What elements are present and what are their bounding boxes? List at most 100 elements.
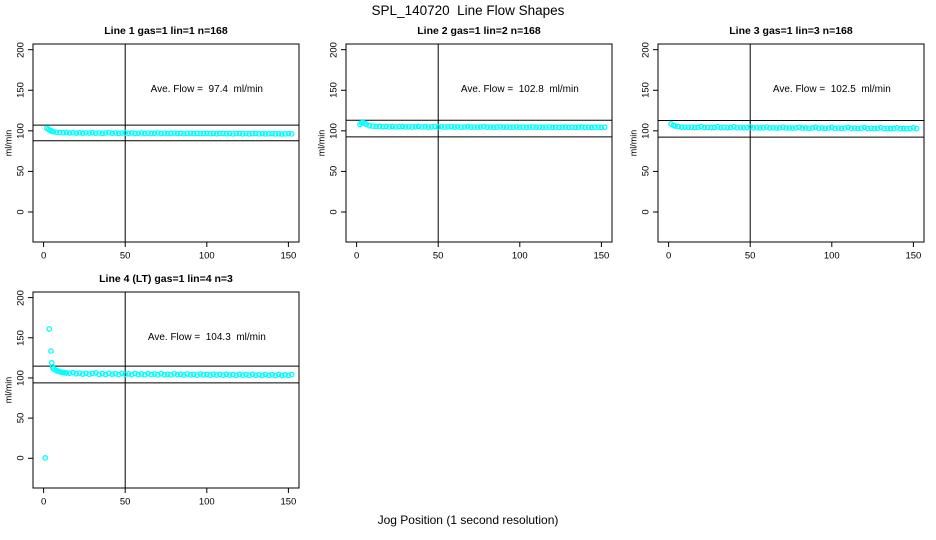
- data-point: [370, 123, 376, 129]
- data-point: [497, 124, 504, 130]
- y-ticks: [341, 49, 346, 213]
- data-point: [112, 370, 119, 377]
- data-point: [282, 372, 288, 378]
- y-axis-unit-label: ml/min: [628, 129, 639, 157]
- data-point: [220, 130, 226, 137]
- data-point: [210, 130, 217, 137]
- data-point: [851, 125, 858, 132]
- data-point: [419, 124, 425, 130]
- data-point: [151, 371, 158, 377]
- data-point: [174, 371, 181, 378]
- x-tick-label: 0: [665, 250, 672, 262]
- data-point: [678, 124, 685, 130]
- data-point: [275, 371, 282, 378]
- data-point: [913, 125, 920, 132]
- data-point: [233, 130, 240, 137]
- main-title: SPL_140720 Line Flow Shapes: [371, 3, 565, 18]
- data-point: [203, 130, 210, 137]
- data-point: [145, 130, 151, 136]
- data-point: [63, 370, 70, 376]
- data-point: [220, 372, 226, 379]
- data-point: [507, 124, 513, 131]
- data-point: [588, 124, 595, 131]
- data-point: [171, 130, 178, 136]
- y-axis-unit-label: ml/min: [316, 129, 327, 157]
- data-point: [708, 124, 714, 131]
- data-point: [109, 130, 115, 137]
- data-point: [396, 123, 402, 130]
- x-tick-label: 150: [280, 496, 297, 508]
- data-point: [233, 372, 240, 379]
- data-point: [753, 124, 760, 131]
- subplot-title: Line 3 gas=1 lin=3 n=168: [729, 24, 853, 37]
- data-point: [884, 125, 891, 132]
- subplot-4-plot-area: [28, 291, 300, 493]
- data-point: [835, 125, 842, 131]
- y-axis-unit-label: ml/min: [3, 376, 14, 404]
- x-tick-label: 100: [198, 496, 215, 508]
- data-point: [740, 125, 747, 131]
- data-points: [42, 326, 295, 461]
- y-tick-label: 150: [328, 82, 340, 99]
- data-point: [135, 130, 142, 137]
- data-point: [96, 130, 102, 136]
- data-point: [194, 372, 200, 378]
- x-tick-label: 50: [432, 250, 444, 262]
- data-point: [484, 124, 491, 131]
- data-point: [86, 371, 93, 378]
- data-point: [223, 130, 230, 137]
- data-point: [197, 371, 204, 377]
- data-point: [48, 348, 54, 354]
- x-tick-label: 50: [119, 250, 131, 262]
- data-point: [399, 123, 406, 130]
- data-point: [536, 124, 543, 130]
- data-point: [881, 125, 887, 132]
- data-point: [373, 123, 380, 130]
- data-point: [783, 125, 789, 131]
- x-ticks: [356, 242, 602, 247]
- data-point: [252, 130, 259, 137]
- data-point: [154, 372, 161, 378]
- data-point: [392, 124, 399, 130]
- data-point: [70, 369, 76, 376]
- data-point: [102, 130, 109, 136]
- data-point: [467, 124, 474, 130]
- data-point: [724, 124, 731, 131]
- data-point: [66, 130, 73, 136]
- data-point: [520, 124, 526, 130]
- data-point: [246, 131, 253, 137]
- data-point: [86, 130, 93, 136]
- data-point: [526, 124, 533, 130]
- data-point: [154, 130, 161, 136]
- x-tick-label: 150: [280, 250, 297, 262]
- data-point: [190, 371, 197, 378]
- data-point: [187, 130, 194, 137]
- data-point: [213, 130, 220, 137]
- data-point: [757, 125, 763, 131]
- data-point: [190, 130, 197, 137]
- data-point: [760, 124, 767, 131]
- data-point: [494, 124, 500, 130]
- data-point: [904, 125, 910, 132]
- data-point: [217, 371, 223, 378]
- data-point: [812, 124, 819, 131]
- data-point: [806, 125, 812, 132]
- data-point: [887, 125, 894, 132]
- data-point: [471, 124, 477, 130]
- data-point: [897, 125, 904, 132]
- y-tick-label: 150: [15, 82, 27, 99]
- plot-frame: [32, 291, 300, 489]
- data-point: [138, 371, 145, 377]
- data-point: [200, 372, 207, 378]
- data-point: [894, 124, 900, 131]
- data-point: [99, 370, 106, 377]
- data-point: [819, 125, 825, 131]
- data-point: [285, 130, 292, 137]
- data-point: [432, 123, 438, 130]
- data-point: [203, 371, 210, 378]
- data-point: [366, 122, 373, 129]
- data-point: [148, 130, 155, 137]
- data-point: [122, 130, 129, 136]
- data-point: [83, 130, 89, 136]
- subplot-title: Line 2 gas=1 lin=2 n=168: [417, 24, 541, 37]
